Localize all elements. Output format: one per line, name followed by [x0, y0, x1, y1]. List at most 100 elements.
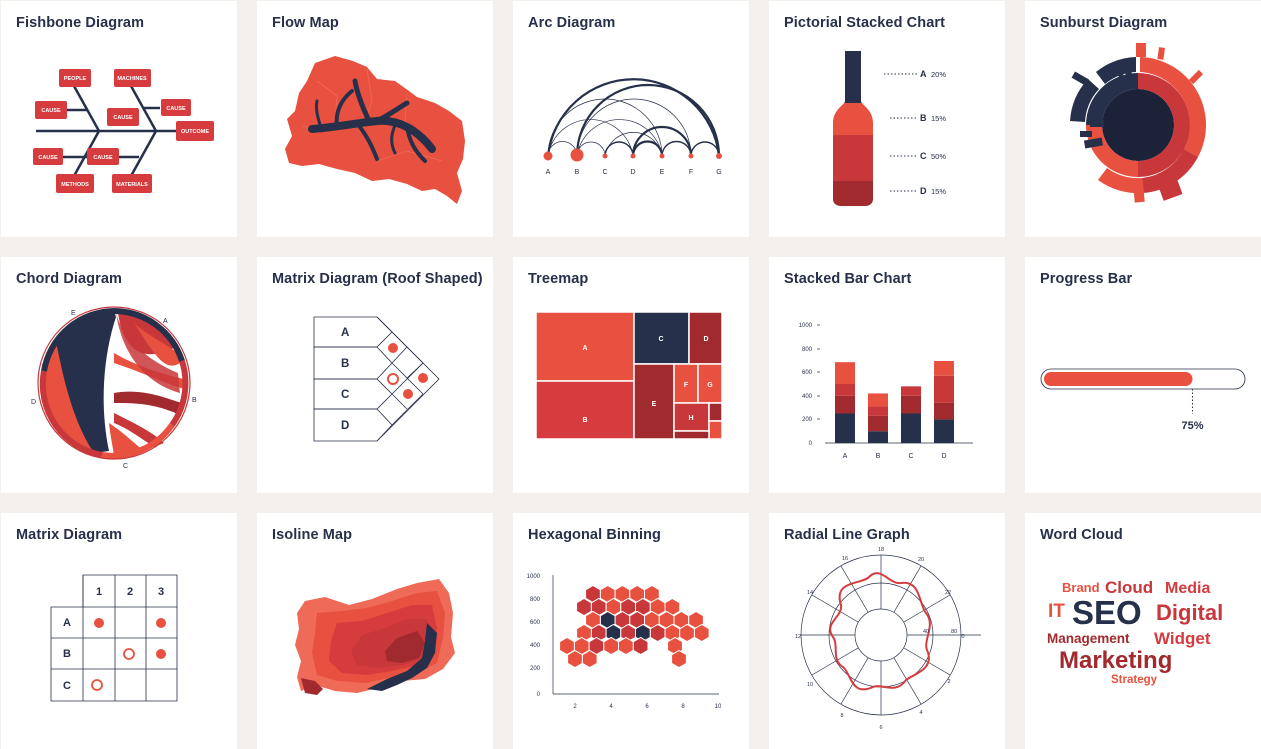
card-progress-bar[interactable]: Progress Bar 75% — [1025, 257, 1261, 493]
stacked-bar-segment — [901, 395, 921, 414]
x-tick-label: C — [908, 453, 913, 460]
chord-label: C — [123, 463, 128, 470]
progress-bar-illustration: 75% — [1040, 368, 1246, 432]
card-treemap[interactable]: Treemap A B C D E F G H — [513, 257, 749, 493]
arc-node-label: A — [546, 169, 551, 176]
hex-cell — [671, 649, 687, 669]
matrix-row-label: C — [63, 680, 71, 692]
card-word-cloud[interactable]: Word Cloud Brand Cloud Media IT SEO Digi… — [1025, 513, 1261, 749]
word-cloud-word: Management — [1047, 631, 1130, 646]
card-arc-diagram[interactable]: Arc Diagram A — [513, 1, 749, 237]
fishbone-diagram-illustration: PEOPLE MACHINES CAUSE CAUSE CAUSE OUTCOM… — [33, 69, 214, 193]
card-hexagonal-binning[interactable]: Hexagonal Binning 1000 800 600 400 200 0… — [513, 513, 749, 749]
radial-hour-label: 12 — [795, 634, 801, 640]
hex-cell — [664, 597, 681, 617]
radial-hour-label: 2 — [947, 679, 950, 685]
arc-node-label: B — [575, 169, 580, 176]
chord-diagram-illustration: E A B C D — [31, 306, 197, 470]
x-tick-label: 10 — [715, 704, 722, 710]
x-tick-label: 8 — [681, 704, 685, 710]
card-sunburst-diagram[interactable]: Sunburst Diagram — [1025, 1, 1261, 237]
fishbone-label: MATERIALS — [116, 182, 148, 188]
treemap-label: F — [684, 382, 689, 389]
card-title: Chord Diagram — [16, 271, 123, 287]
chord-label: B — [192, 397, 197, 404]
hex-cell — [649, 623, 666, 643]
fishbone-label: CAUSE — [113, 115, 133, 121]
fishbone-label: CAUSE — [93, 155, 113, 161]
hex-cell — [693, 623, 710, 643]
hex-cell — [632, 636, 649, 656]
progress-label: 75% — [1181, 420, 1203, 432]
hex-cell — [618, 636, 634, 656]
y-tick-label: 1000 — [799, 323, 813, 329]
matrix-col-label: 3 — [158, 586, 164, 598]
word-cloud-word: Media — [1165, 580, 1210, 597]
fishbone-label: CAUSE — [38, 155, 58, 161]
card-title: Word Cloud — [1040, 527, 1123, 543]
hexagonal-binning-illustration: 1000 800 600 400 200 0 2 4 6 8 10 — [527, 574, 722, 710]
word-cloud-word: Cloud — [1105, 578, 1153, 597]
y-tick-label: 800 — [802, 347, 813, 353]
card-flow-map[interactable]: Flow Map — [257, 1, 493, 237]
fishbone-label: MACHINES — [117, 76, 147, 82]
radial-hour-label: 4 — [919, 710, 922, 716]
card-matrix-diagram-roof-shaped[interactable]: Matrix Diagram (Roof Shaped) A B C D — [257, 257, 493, 493]
pictorial-stacked-chart-illustration: A 20% B 15% C 50% D 15% — [833, 51, 946, 206]
y-tick-label: 0 — [537, 692, 541, 698]
y-tick-label: 600 — [530, 620, 541, 626]
treemap-label: D — [703, 336, 708, 343]
radial-hour-label: 20 — [918, 557, 924, 563]
card-chord-diagram[interactable]: Chord Diagram E A B C D — [1, 257, 237, 493]
radial-hour-label: 6 — [879, 725, 882, 731]
card-title: Matrix Diagram — [16, 527, 123, 543]
radial-radius-label: 40 — [923, 629, 929, 635]
word-cloud-word: SEO — [1072, 594, 1142, 631]
stacked-bar-segment — [934, 360, 954, 376]
y-tick-label: 200 — [802, 417, 813, 423]
y-tick-label: 400 — [802, 394, 813, 400]
isoline-map-illustration — [295, 579, 455, 695]
roof-matrix-row-label: D — [341, 420, 349, 432]
word-cloud-word: Widget — [1154, 629, 1211, 648]
card-stacked-bar-chart[interactable]: Stacked Bar Chart 1000 800 600 400 200 0… — [769, 257, 1005, 493]
stacked-bar-segment — [934, 375, 954, 403]
card-title: Fishbone Diagram — [16, 15, 145, 31]
stacked-bar-segment — [868, 431, 888, 443]
hex-cell — [576, 597, 592, 617]
stacked-bar-segment — [835, 384, 855, 396]
card-title: Stacked Bar Chart — [784, 271, 912, 287]
stacked-bar-segment — [835, 362, 855, 384]
roof-matrix-row-label: C — [341, 389, 349, 401]
treemap-label: B — [582, 417, 587, 424]
pictorial-value: 20% — [931, 70, 946, 79]
treemap-label: C — [658, 336, 663, 343]
arc-node-label: F — [689, 169, 693, 176]
hex-cell — [679, 623, 695, 643]
card-pictorial-stacked-chart[interactable]: Pictorial Stacked Chart A 20% B 15% C 50… — [769, 1, 1005, 237]
stacked-bar-segment — [868, 393, 888, 407]
card-matrix-diagram[interactable]: Matrix Diagram 1 2 3 A B C — [1, 513, 237, 749]
x-tick-label: D — [941, 453, 946, 460]
x-tick-label: 2 — [573, 704, 577, 710]
y-tick-label: 800 — [530, 597, 541, 603]
treemap-label: A — [582, 345, 587, 352]
y-tick-label: 600 — [802, 370, 813, 376]
chord-label: D — [31, 399, 36, 406]
radial-radius-label: 80 — [951, 629, 957, 635]
card-radial-line-graph[interactable]: Radial Line Graph — [769, 513, 1005, 749]
matrix-row-label: A — [63, 617, 71, 629]
y-tick-label: 200 — [530, 666, 541, 672]
y-tick-label: 1000 — [527, 574, 541, 580]
card-fishbone-diagram[interactable]: Fishbone Diagram PEOPLE — [1, 1, 237, 237]
radial-hour-label: 14 — [807, 590, 813, 596]
stacked-bar-segment — [868, 406, 888, 416]
pictorial-value: 50% — [931, 152, 946, 161]
card-isoline-map[interactable]: Isoline Map — [257, 513, 493, 749]
treemap-label: E — [652, 401, 657, 408]
matrix-row-label: B — [63, 648, 71, 660]
stacked-bar-chart-illustration: 1000 800 600 400 200 0 A B C D — [799, 323, 973, 460]
card-title: Flow Map — [272, 15, 339, 31]
arc-diagram-illustration: A B C D E F G — [543, 78, 722, 176]
fishbone-label: CAUSE — [41, 108, 61, 114]
